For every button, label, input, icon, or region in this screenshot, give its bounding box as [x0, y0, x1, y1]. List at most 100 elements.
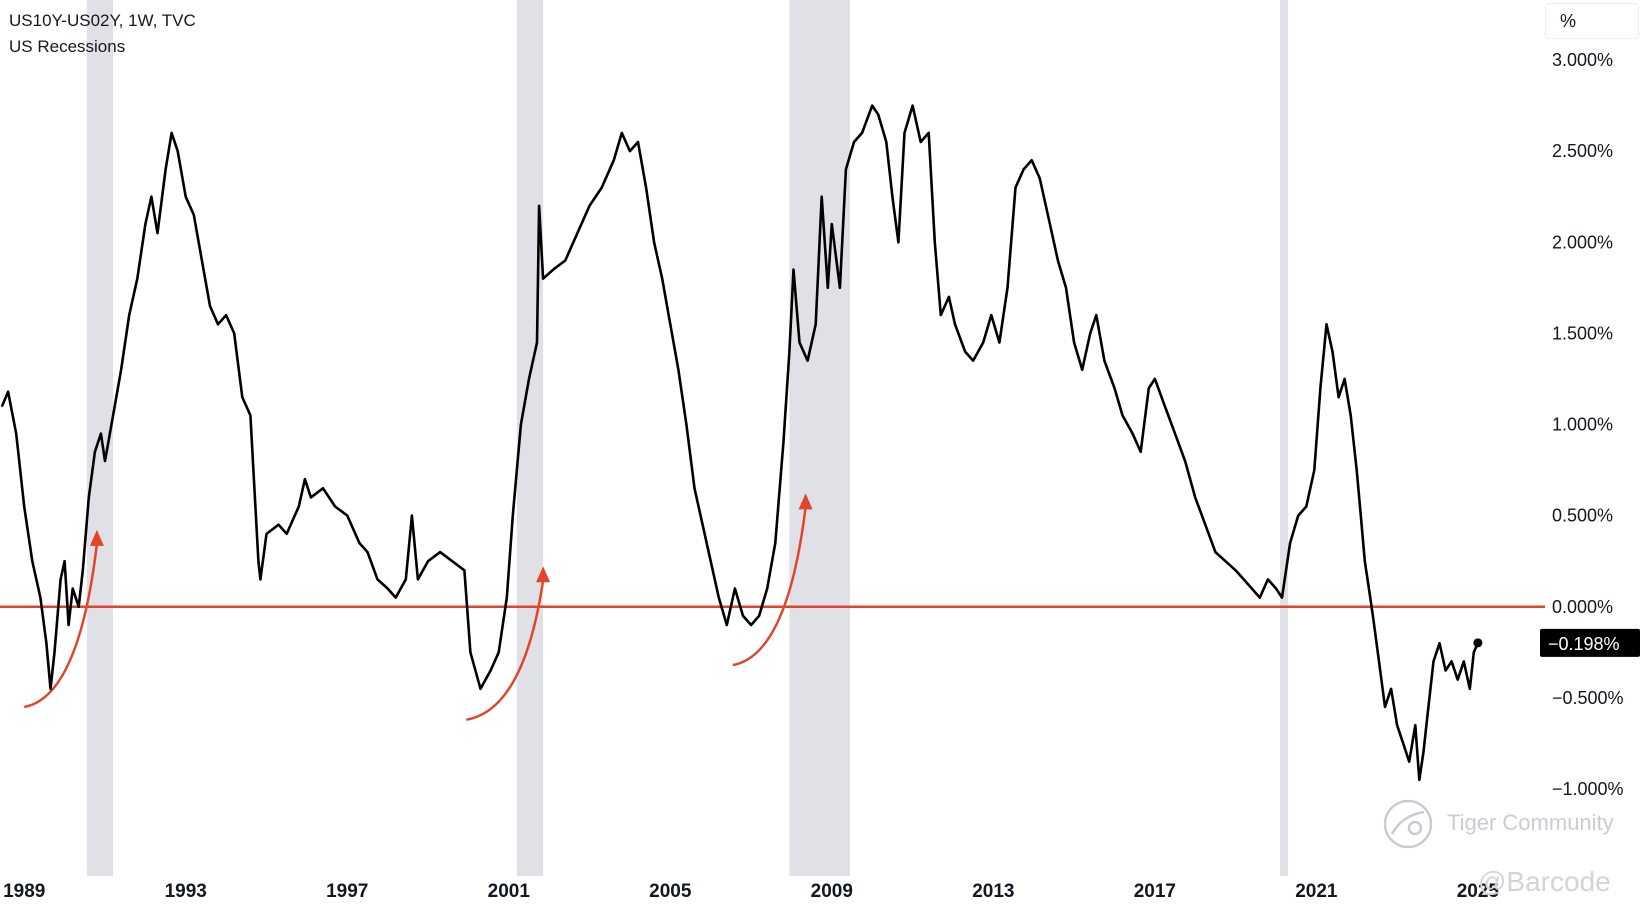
data-point-154: [1214, 551, 1217, 553]
data-point-5: [31, 560, 34, 562]
price-scale-unit-button[interactable]: %: [1545, 3, 1639, 39]
data-point-73: [552, 268, 554, 271]
data-point-166: [1313, 469, 1316, 471]
data-point-52: [376, 578, 379, 581]
data-point-125: [964, 350, 966, 353]
data-point-81: [637, 141, 639, 143]
data-point-143: [1113, 387, 1116, 389]
data-point-46: [310, 496, 312, 499]
y-tick-label: −0.500%: [1552, 688, 1624, 708]
data-point-75: [576, 232, 579, 234]
arrow-curve-1: [24, 543, 99, 709]
data-point-24: [144, 223, 147, 225]
data-point-104: [814, 323, 817, 326]
data-point-17: [94, 451, 96, 453]
data-point-110: [853, 141, 855, 143]
arrow-head-1: [89, 529, 104, 546]
x-tick-label: 2005: [649, 881, 692, 902]
data-point-53: [386, 587, 389, 590]
data-point-56: [411, 514, 413, 517]
last-value-label: −0.198%: [1548, 634, 1620, 654]
arrow-curve-2: [466, 580, 545, 721]
data-point-13: [71, 587, 74, 590]
data-point-50: [358, 542, 361, 544]
data-point-177: [1372, 615, 1374, 617]
data-point-150: [1174, 432, 1176, 435]
data-point-30: [184, 195, 187, 198]
data-point-70: [536, 341, 538, 344]
data-point-124: [954, 323, 956, 326]
data-point-192: [1456, 678, 1459, 681]
data-point-149: [1164, 405, 1166, 408]
data-point-151: [1184, 460, 1186, 462]
data-point-167: [1319, 387, 1322, 389]
data-point-172: [1349, 414, 1352, 417]
data-point-15: [82, 569, 84, 572]
data-point-44: [298, 505, 300, 508]
data-point-84: [661, 277, 663, 280]
data-point-175: [1364, 560, 1366, 562]
data-point-100: [788, 350, 791, 353]
data-point-66: [506, 596, 508, 599]
data-point-174: [1360, 514, 1362, 517]
x-tick-label: 2009: [811, 881, 853, 902]
data-point-90: [709, 560, 712, 562]
data-point-139: [1081, 369, 1083, 371]
data-point-18: [100, 432, 102, 435]
data-point-142: [1103, 359, 1106, 362]
data-point-193: [1463, 660, 1465, 663]
data-point-188: [1432, 660, 1435, 663]
arrow-curve-3: [732, 507, 807, 667]
data-point-101: [792, 268, 795, 271]
data-point-22: [128, 314, 130, 316]
data-point-26: [156, 232, 159, 234]
data-point-98: [774, 542, 777, 544]
data-point-95: [750, 624, 752, 626]
data-point-49: [346, 514, 349, 517]
data-point-173: [1355, 469, 1358, 471]
data-point-179: [1384, 706, 1386, 708]
data-point-9: [53, 651, 56, 654]
data-point-54: [394, 596, 397, 599]
data-point-7: [45, 642, 48, 644]
legend-recessions[interactable]: US Recessions: [9, 37, 126, 56]
legend-symbol[interactable]: US10Y-US02Y, 1W, TVC: [9, 11, 196, 30]
data-point-152: [1194, 496, 1196, 499]
data-point-168: [1325, 323, 1328, 326]
x-tick-label: 2025: [1457, 881, 1500, 902]
watermark-community: Tiger Community: [1447, 810, 1614, 835]
data-point-148: [1154, 378, 1156, 380]
data-point-11: [63, 560, 66, 562]
data-point-114: [885, 141, 888, 143]
data-point-129: [998, 341, 1001, 344]
data-point-191: [1450, 660, 1453, 663]
data-point-113: [877, 113, 880, 116]
x-tick-label: 1993: [165, 881, 207, 902]
data-point-180: [1390, 688, 1392, 690]
y-tick-label: −1.000%: [1552, 779, 1624, 799]
data-point-64: [489, 669, 492, 672]
data-point-155: [1224, 560, 1227, 562]
data-point-86: [677, 369, 680, 371]
data-point-21: [120, 369, 122, 371]
y-tick-label: 1.500%: [1552, 323, 1613, 343]
data-point-71: [538, 205, 540, 207]
data-point-76: [588, 205, 591, 207]
data-point-147: [1148, 387, 1150, 389]
data-point-182: [1402, 742, 1404, 745]
data-point-145: [1131, 432, 1134, 435]
data-point-69: [528, 378, 530, 380]
data-point-65: [497, 651, 500, 654]
data-point-187: [1426, 715, 1429, 717]
data-point-169: [1331, 350, 1334, 353]
spread-line: [0, 104, 1480, 782]
data-point-133: [1030, 159, 1033, 161]
data-point-42: [277, 523, 280, 526]
data-point-6: [39, 596, 42, 599]
y-tick-label: 2.500%: [1552, 141, 1613, 161]
data-point-134: [1039, 177, 1041, 180]
data-point-10: [59, 578, 62, 581]
data-point-190: [1444, 669, 1447, 672]
